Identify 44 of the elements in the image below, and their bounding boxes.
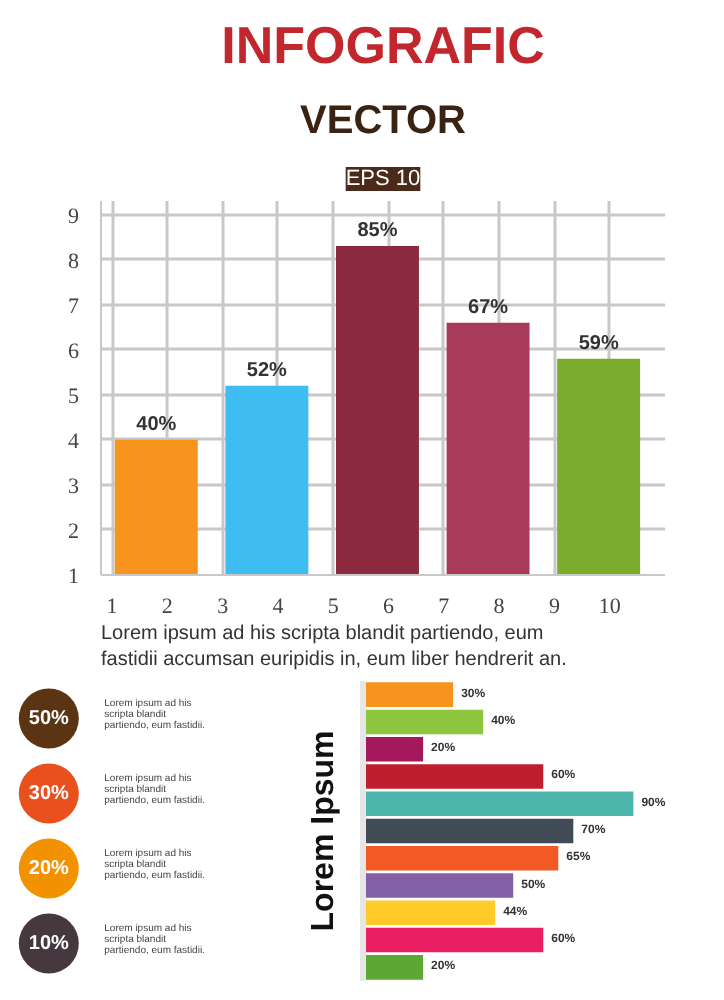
data-label: 50% bbox=[28, 707, 70, 730]
x-tick-label: 4 bbox=[272, 595, 285, 619]
x-tick-label: 6 bbox=[383, 595, 396, 619]
bar bbox=[363, 791, 634, 816]
bar bbox=[363, 900, 496, 926]
data-label: 20% bbox=[28, 857, 70, 880]
bar bbox=[363, 764, 544, 789]
x-tick-label: 2 bbox=[161, 595, 173, 619]
x-tick-label: 1 bbox=[106, 595, 118, 619]
bar bbox=[363, 709, 484, 735]
bar bbox=[363, 846, 559, 871]
bar bbox=[363, 927, 544, 953]
annotation: 52% bbox=[246, 359, 288, 382]
data-label: 10% bbox=[28, 932, 70, 955]
annotation: 67% bbox=[468, 296, 509, 319]
y-axis-title: Lorem Ipsum bbox=[307, 730, 341, 932]
chart-subtitle: VECTOR bbox=[300, 99, 468, 143]
bar bbox=[363, 873, 514, 898]
chart-title: INFOGRAFIC bbox=[221, 15, 546, 75]
x-tick-label: 5 bbox=[327, 595, 340, 619]
text: Lorem ipsum ad his scripta blandit partiendo, eum fastidii accumsan euripidis in, eum liber hendrerit an. bbox=[101, 623, 567, 671]
annotation: 85% bbox=[357, 220, 398, 243]
y-tick-label: 2 bbox=[68, 519, 79, 544]
y-tick-label: 9 bbox=[68, 204, 80, 229]
data-label: 30% bbox=[28, 782, 70, 805]
x-tick-label: 8 bbox=[493, 595, 506, 619]
x-tick-label: 3 bbox=[217, 595, 230, 619]
x-tick-label: 10 bbox=[598, 595, 622, 619]
bar bbox=[363, 736, 424, 762]
y-tick-label: 8 bbox=[68, 249, 80, 274]
bar bbox=[363, 818, 574, 844]
y-tick-label: 4 bbox=[68, 429, 80, 454]
y-tick-label: 6 bbox=[68, 339, 80, 364]
bar bbox=[363, 955, 424, 980]
y-tick-label: 1 bbox=[68, 565, 79, 589]
annotation: 40% bbox=[136, 413, 177, 436]
bar bbox=[363, 682, 454, 707]
annotation: 59% bbox=[578, 332, 619, 355]
y-tick-label: 7 bbox=[68, 294, 80, 319]
y-tick-label: 3 bbox=[68, 474, 80, 499]
text: EPS 10 bbox=[345, 167, 421, 191]
y-tick-label: 5 bbox=[68, 384, 80, 409]
x-tick-label: 7 bbox=[438, 595, 451, 619]
x-tick-label: 9 bbox=[548, 595, 561, 619]
